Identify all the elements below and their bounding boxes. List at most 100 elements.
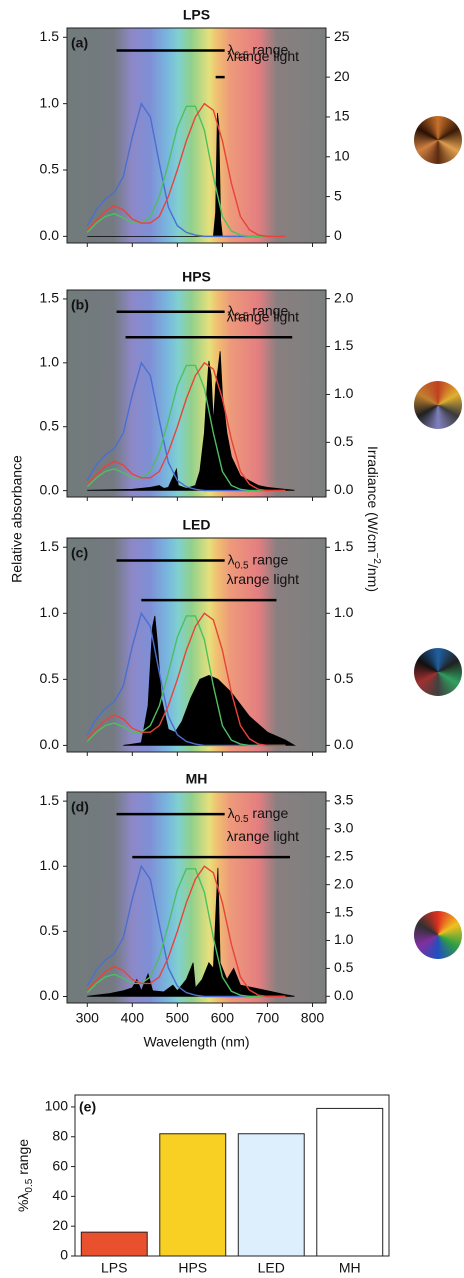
color-wheel xyxy=(414,116,462,164)
color-wheel xyxy=(414,911,462,959)
y-tick-label: 1.5 xyxy=(40,290,60,306)
y2-axis-label-part: Irradiance (W/cm xyxy=(365,446,381,553)
y2-tick-label: 2.5 xyxy=(334,847,354,863)
y-tick-label: 0.5 xyxy=(40,670,60,686)
panel-title: LED xyxy=(183,517,211,533)
plot-background xyxy=(67,290,326,497)
irradiance-area xyxy=(123,615,296,746)
x-tick-label: 500 xyxy=(166,1010,190,1026)
absorbance-line xyxy=(86,105,286,238)
y-axis-label: %λ0.5 range xyxy=(15,1139,35,1212)
color-wheel xyxy=(414,381,462,429)
range-label-part: 0.5 xyxy=(235,560,249,571)
absorbance-line xyxy=(86,615,286,747)
y2-axis-label: Irradiance (W/cm−2/nm) xyxy=(365,446,382,592)
y-axis-label-part: 0.5 xyxy=(24,1178,35,1192)
y-tick-label: 60 xyxy=(52,1157,68,1173)
y-axis-label: Relative absorbance xyxy=(9,455,25,583)
y2-tick-label: 1.0 xyxy=(334,385,354,401)
absorbance-line xyxy=(86,361,286,492)
y2-tick-label: 0 xyxy=(334,227,342,243)
y-tick-label: 100 xyxy=(45,1098,69,1114)
plot-background xyxy=(67,792,326,1003)
range-label-part: range xyxy=(249,805,289,821)
y-tick-label: 1.0 xyxy=(40,857,60,873)
y2-tick-label: 1.5 xyxy=(334,903,354,919)
y-tick-label: 0.0 xyxy=(40,987,60,1003)
y-tick-label: 1.5 xyxy=(40,28,60,44)
range-label: λ0.5 range xyxy=(228,302,289,322)
y-tick-label: 1.0 xyxy=(40,94,60,110)
plot-background xyxy=(67,28,326,243)
x-tick-label: LED xyxy=(258,1260,285,1276)
panel-label: (c) xyxy=(71,545,88,561)
range-label-part: λrange light xyxy=(227,571,299,587)
absorbance-line xyxy=(86,868,286,998)
y-tick-label: 0.0 xyxy=(40,227,60,243)
y-tick-label: 20 xyxy=(52,1217,68,1233)
y2-tick-label: 10 xyxy=(334,147,350,163)
y2-axis-label-part: −2 xyxy=(371,553,382,565)
bar xyxy=(237,1133,305,1257)
y2-tick-label: 3.0 xyxy=(334,820,354,836)
panel-title: HPS xyxy=(182,269,211,285)
y2-tick-label: 0.5 xyxy=(334,959,354,975)
y-tick-label: 0.0 xyxy=(40,736,60,752)
range-label: λ0.5 range xyxy=(228,41,289,61)
x-tick-label: 800 xyxy=(301,1010,325,1026)
y2-tick-label: 2.0 xyxy=(334,289,354,305)
y2-tick-label: 0.5 xyxy=(334,433,354,449)
y2-tick-label: 1.0 xyxy=(334,604,354,620)
y2-tick-label: 15 xyxy=(334,108,350,124)
y2-tick-label: 25 xyxy=(334,28,350,44)
range-label-part: λrange light xyxy=(227,308,299,324)
plot-frame xyxy=(66,27,327,244)
absorbance-line xyxy=(86,612,286,747)
y-tick-label: 1.0 xyxy=(40,604,60,620)
y-tick-label: 1.5 xyxy=(40,792,60,808)
range-label: λ0.5 range xyxy=(228,805,289,825)
bar xyxy=(159,1133,227,1257)
x-tick-label: MH xyxy=(339,1260,361,1276)
y2-tick-label: 0.0 xyxy=(334,987,354,1003)
plot-frame xyxy=(74,1094,390,1257)
plot-frame xyxy=(66,289,327,498)
y-tick-label: 40 xyxy=(52,1187,68,1203)
x-tick-label: 400 xyxy=(121,1010,145,1026)
panel-label: (e) xyxy=(79,1099,96,1115)
y2-tick-label: 1.0 xyxy=(334,931,354,947)
x-tick-label: 700 xyxy=(256,1010,280,1026)
y2-tick-label: 3.5 xyxy=(334,792,354,808)
x-tick-label: LPS xyxy=(101,1260,127,1276)
range-label-part: range xyxy=(249,41,289,57)
bar xyxy=(80,1231,148,1257)
range-label-part: 0.5 xyxy=(235,50,249,61)
y2-tick-label: 1.5 xyxy=(334,538,354,554)
y2-tick-label: 0.0 xyxy=(334,481,354,497)
y-tick-label: 0 xyxy=(60,1247,68,1263)
y-tick-label: 1.5 xyxy=(40,538,60,554)
y2-tick-label: 5 xyxy=(334,187,342,203)
range-label-part: λ xyxy=(228,805,235,821)
y-tick-label: 80 xyxy=(52,1127,68,1143)
range-label-part: λ xyxy=(228,302,235,318)
y2-tick-label: 1.5 xyxy=(334,337,354,353)
x-axis-label: Wavelength (nm) xyxy=(143,1034,249,1050)
range-label: λ0.5 range xyxy=(228,551,289,571)
y2-tick-label: 2.0 xyxy=(334,875,354,891)
y-axis-label-part: %λ xyxy=(15,1193,31,1212)
y-tick-label: 0.0 xyxy=(40,481,60,497)
panel-label: (b) xyxy=(71,297,89,313)
y2-tick-label: 0.5 xyxy=(334,670,354,686)
range-label-part: λ xyxy=(228,41,235,57)
y2-axis-label-part: /nm) xyxy=(365,564,381,592)
color-wheel xyxy=(414,648,462,696)
range-label-part: range xyxy=(249,302,289,318)
range-label: λrange light xyxy=(227,48,299,64)
y2-tick-label: 20 xyxy=(334,68,350,84)
y-tick-label: 1.0 xyxy=(40,354,60,370)
panel-title: MH xyxy=(186,771,208,787)
x-tick-label: HPS xyxy=(178,1260,207,1276)
panel-title: LPS xyxy=(183,7,210,23)
